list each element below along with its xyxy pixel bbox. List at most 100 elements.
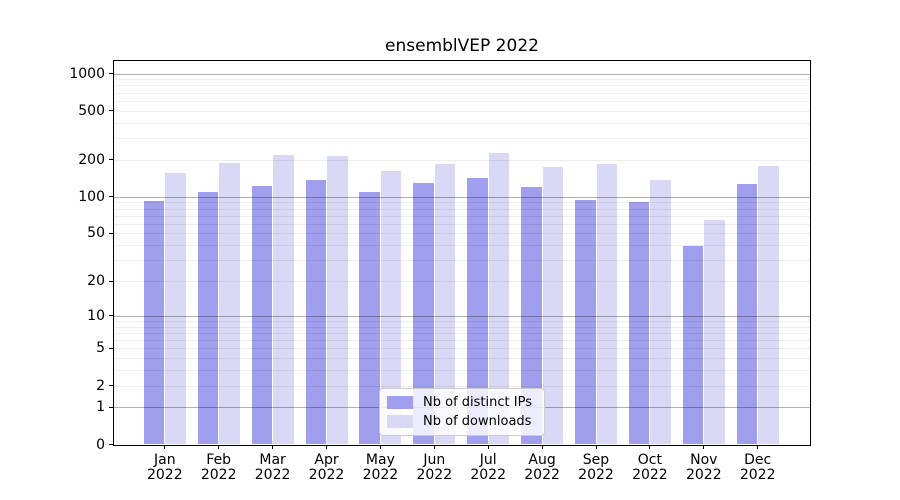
x-tick-mark-jun xyxy=(433,445,435,449)
x-tick-label-sep: Sep 2022 xyxy=(578,451,614,483)
bar-downloads-apr xyxy=(327,156,348,445)
x-tick-label-apr: Apr 2022 xyxy=(308,451,345,483)
minor-gridline-60 xyxy=(114,223,810,225)
x-tick-label-jan: Jan 2022 xyxy=(146,451,183,483)
bar-distinct-ips-may xyxy=(359,192,380,445)
minor-gridline-50 xyxy=(114,233,810,235)
x-tick-label-aug: Aug 2022 xyxy=(524,451,560,483)
bar-distinct-ips-apr xyxy=(305,180,326,445)
major-gridline-100 xyxy=(114,196,810,198)
y-tick-label-20: 20 xyxy=(87,273,105,289)
minor-gridline-70 xyxy=(114,215,810,217)
minor-gridline-7 xyxy=(114,332,810,334)
plot-area: Nb of distinct IPs Nb of downloads xyxy=(113,60,811,446)
y-tick-label-0: 0 xyxy=(96,436,105,453)
y-tick-label-2: 2 xyxy=(96,377,105,394)
x-tick-mark-feb xyxy=(218,445,220,449)
x-tick-label-feb: Feb 2022 xyxy=(200,451,237,483)
legend-label-distinct-ips: Nb of distinct IPs xyxy=(423,394,532,410)
x-tick-label-jul: Jul 2022 xyxy=(470,451,506,483)
y-tick-mark-5 xyxy=(109,347,113,349)
y-tick-mark-100 xyxy=(109,196,113,198)
y-tick-mark-0 xyxy=(109,444,113,445)
x-tick-mark-jul xyxy=(487,445,489,449)
y-tick-mark-2 xyxy=(109,385,113,386)
bar-downloads-aug xyxy=(542,166,564,445)
bar-downloads-oct xyxy=(650,179,671,445)
x-tick-label-nov: Nov 2022 xyxy=(685,451,722,483)
minor-gridline-200 xyxy=(114,159,810,161)
bar-downloads-feb xyxy=(219,163,240,445)
x-tick-label-jun: Jun 2022 xyxy=(416,451,453,483)
minor-gridline-600 xyxy=(114,100,810,102)
y-tick-mark-200 xyxy=(109,159,113,161)
bar-distinct-ips-jul xyxy=(467,177,488,445)
x-tick-mark-mar xyxy=(272,445,274,449)
minor-gridline-6 xyxy=(114,340,810,341)
bar-downloads-jan xyxy=(165,172,186,445)
gridlines-layer xyxy=(114,61,810,445)
bar-downloads-mar xyxy=(273,155,294,445)
y-tick-label-100: 100 xyxy=(78,188,105,205)
legend-item-downloads: Nb of downloads xyxy=(387,414,532,429)
y-tick-label-1000: 1000 xyxy=(69,65,105,82)
legend-label-downloads: Nb of downloads xyxy=(423,413,532,429)
legend-swatch-downloads xyxy=(387,414,414,428)
y-tick-mark-20 xyxy=(109,280,113,282)
minor-gridline-400 xyxy=(114,122,810,124)
bar-distinct-ips-oct xyxy=(628,201,650,445)
y-tick-label-5: 5 xyxy=(96,340,105,357)
minor-gridline-500 xyxy=(114,110,810,112)
minor-gridline-80 xyxy=(114,208,810,210)
bar-distinct-ips-jun xyxy=(413,183,434,445)
x-tick-label-dec: Dec 2022 xyxy=(739,451,776,483)
minor-gridline-40 xyxy=(114,245,810,247)
legend: Nb of distinct IPs Nb of downloads xyxy=(379,387,545,436)
y-tick-mark-1 xyxy=(109,406,113,408)
x-tick-mark-oct xyxy=(649,445,651,449)
minor-gridline-90 xyxy=(114,202,810,204)
y-tick-label-50: 50 xyxy=(87,225,105,242)
minor-gridline-9 xyxy=(114,320,810,322)
bar-downloads-may xyxy=(380,170,402,445)
minor-gridline-30 xyxy=(114,260,810,262)
x-tick-mark-jan xyxy=(164,445,166,449)
major-gridline-10 xyxy=(114,315,810,317)
y-tick-mark-50 xyxy=(109,232,113,234)
bar-downloads-jul xyxy=(488,153,510,445)
y-tick-label-10: 10 xyxy=(87,307,105,324)
minor-gridline-300 xyxy=(114,138,810,140)
bar-distinct-ips-nov xyxy=(682,246,704,445)
chart-title: ensemblVEP 2022 xyxy=(385,36,539,56)
x-tick-label-mar: Mar 2022 xyxy=(254,451,291,483)
major-gridline-1000 xyxy=(114,73,810,75)
minor-gridline-8 xyxy=(114,326,810,328)
bar-distinct-ips-sep xyxy=(575,199,596,445)
minor-gridline-4 xyxy=(114,358,810,360)
minor-gridline-900 xyxy=(114,79,810,81)
x-tick-label-may: May 2022 xyxy=(362,451,399,483)
x-tick-label-oct: Oct 2022 xyxy=(632,451,668,483)
x-tick-mark-nov xyxy=(703,445,705,449)
x-tick-mark-aug xyxy=(541,445,543,449)
x-tick-mark-may xyxy=(379,445,381,449)
minor-gridline-800 xyxy=(114,85,810,87)
bar-downloads-jun xyxy=(434,163,456,445)
bar-downloads-nov xyxy=(704,220,725,445)
minor-gridline-3 xyxy=(114,370,810,372)
y-tick-mark-1000 xyxy=(109,73,113,74)
y-tick-label-500: 500 xyxy=(78,102,105,119)
x-tick-mark-sep xyxy=(595,445,597,449)
y-tick-mark-500 xyxy=(109,110,113,112)
bar-distinct-ips-feb xyxy=(197,191,219,445)
bars-layer xyxy=(114,61,810,445)
bar-downloads-dec xyxy=(758,165,779,445)
x-tick-mark-dec xyxy=(757,445,759,449)
bar-downloads-sep xyxy=(596,163,617,445)
y-tick-label-200: 200 xyxy=(78,151,105,168)
bar-distinct-ips-jan xyxy=(143,200,165,445)
bar-distinct-ips-mar xyxy=(251,186,273,445)
legend-swatch-distinct-ips xyxy=(387,395,414,409)
y-tick-label-1: 1 xyxy=(96,399,105,416)
